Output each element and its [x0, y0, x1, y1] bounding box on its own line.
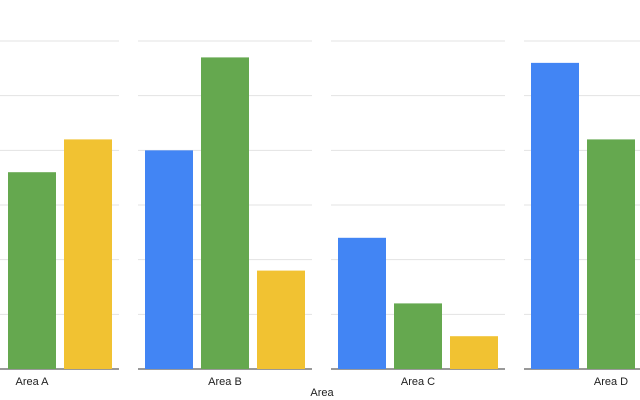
bar	[450, 336, 498, 369]
bar	[394, 303, 442, 369]
bar	[145, 150, 193, 369]
bar	[201, 57, 249, 370]
x-tick-label: Area D	[594, 376, 628, 388]
x-tick-label: Area C	[401, 376, 435, 388]
bar	[257, 270, 305, 369]
bar	[338, 237, 386, 369]
x-tick-label: Area B	[208, 376, 242, 388]
bar	[64, 139, 112, 369]
x-axis-title: Area	[310, 387, 334, 399]
bar	[587, 139, 635, 369]
x-tick-label: Area A	[15, 376, 49, 388]
bar	[531, 62, 579, 369]
bar	[8, 172, 56, 369]
